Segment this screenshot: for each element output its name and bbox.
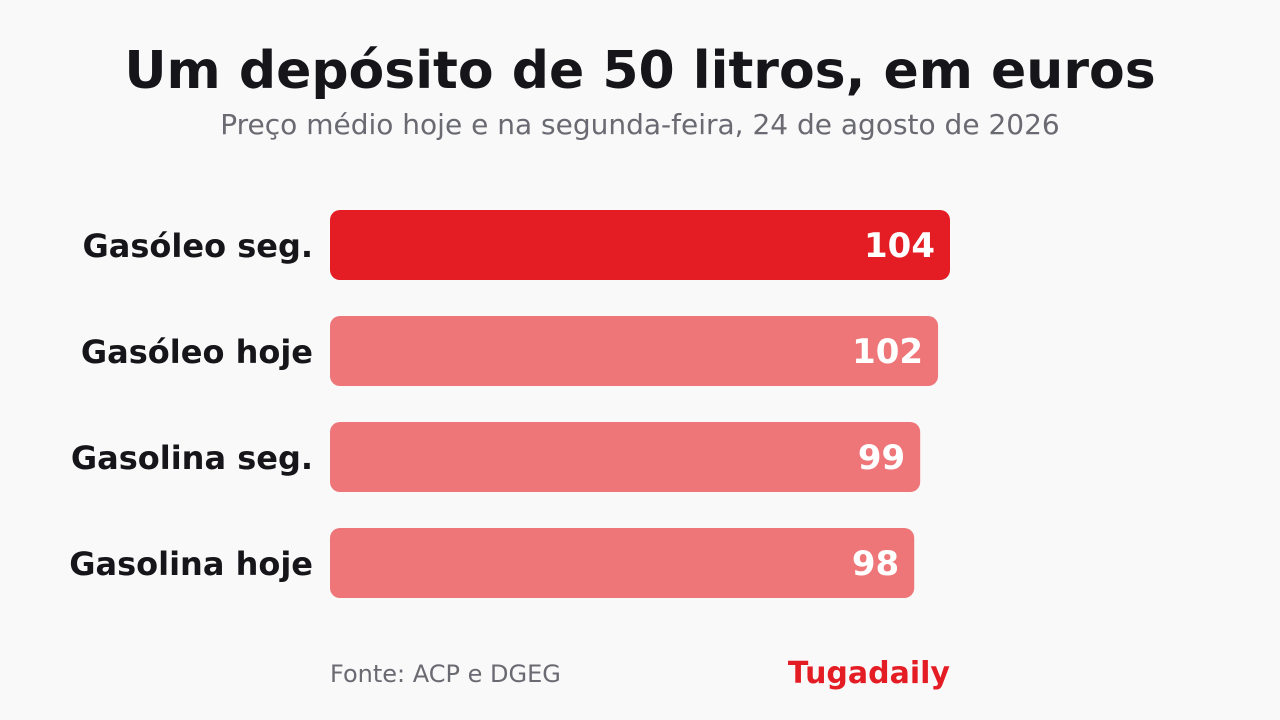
chart-title: Um depósito de 50 litros, em euros xyxy=(124,41,1156,101)
bar-group-gasoleo-hoje: Gasóleo hoje 102 xyxy=(81,316,939,386)
bar-group-gasoleo-seg: Gasóleo seg. 104 xyxy=(83,210,950,280)
category-label-gasoleo-hoje: Gasóleo hoje xyxy=(81,333,313,371)
category-label-gasolina-hoje: Gasolina hoje xyxy=(69,545,313,583)
category-label-gasoleo-seg: Gasóleo seg. xyxy=(83,227,314,265)
category-label-gasolina-seg: Gasolina seg. xyxy=(71,439,313,477)
value-label-gasolina-seg: 99 xyxy=(858,438,905,478)
bar-gasoleo-hoje xyxy=(330,316,939,386)
bar-gasolina-seg xyxy=(330,422,921,492)
value-label-gasoleo-hoje: 102 xyxy=(852,332,923,372)
value-label-gasoleo-seg: 104 xyxy=(864,226,935,266)
value-label-gasolina-hoje: 98 xyxy=(852,544,899,584)
bar-group-gasolina-hoje: Gasolina hoje 98 xyxy=(69,528,915,598)
chart-subtitle: Preço médio hoje e na segunda-feira, 24 … xyxy=(220,108,1060,141)
bar-gasolina-hoje xyxy=(330,528,915,598)
brand-logo: Tugadaily xyxy=(787,656,950,691)
bar-group-gasolina-seg: Gasolina seg. 99 xyxy=(71,422,921,492)
bar-gasoleo-seg xyxy=(330,210,950,280)
source-note: Fonte: ACP e DGEG xyxy=(330,660,561,688)
